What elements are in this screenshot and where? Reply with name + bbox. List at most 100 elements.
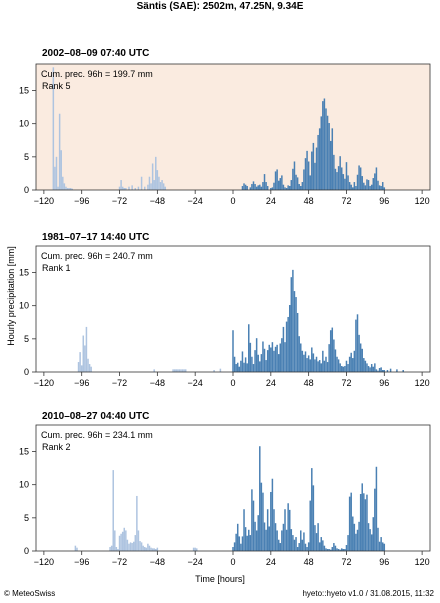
- panel-3-bar: [334, 545, 337, 551]
- panel-2-bar: [328, 344, 330, 372]
- panel-1-bar: [372, 178, 375, 190]
- panel-3-bar: [380, 537, 382, 551]
- panel-1-bar: [279, 178, 282, 190]
- panel-2-bar: [77, 362, 80, 372]
- panel-3-bar: [326, 549, 329, 551]
- panel-2-bar: [276, 344, 278, 372]
- panel-2-bar: [369, 367, 371, 372]
- panel-3-bar: [279, 543, 282, 551]
- panel-2-bar: [263, 348, 266, 372]
- panel-3-bar: [369, 529, 371, 551]
- panel-3-bar: [344, 549, 346, 551]
- panel-3-bar: [273, 509, 275, 551]
- panel-1-bar: [363, 182, 365, 190]
- panel-1-bar: [287, 185, 289, 190]
- panel-3-bar: [381, 542, 384, 551]
- y-axis-label: Hourly precipitation [mm]: [6, 246, 16, 346]
- panel-2-y-tick-label: 10: [19, 301, 29, 311]
- panel-2-bar: [181, 369, 184, 372]
- panel-1-bar: [71, 188, 73, 190]
- panel-2-bar: [367, 366, 370, 372]
- panel-3-bar: [196, 548, 198, 551]
- panel-2-bar: [311, 347, 313, 372]
- panel-1-bar: [131, 185, 133, 190]
- panel-3-bar: [282, 523, 285, 551]
- panel-3-bar: [255, 530, 258, 551]
- panel-1-bar: [374, 173, 376, 190]
- panel-2-bar: [248, 324, 250, 372]
- panel-3-bar: [117, 549, 119, 551]
- panel-2-bar: [153, 369, 155, 372]
- panel-1-bar: [288, 186, 291, 190]
- panel-2-x-tick-label: 120: [415, 378, 430, 388]
- panel-3-bar: [352, 516, 354, 551]
- panel-1-x-tick-label: −120: [34, 196, 54, 206]
- panel-1-bar: [364, 185, 367, 190]
- panel-3-bar: [377, 527, 379, 551]
- panel-3-bar: [372, 517, 375, 551]
- panel-1-bar: [282, 184, 285, 190]
- panel-3-bar: [241, 536, 244, 551]
- panel-1-bar: [312, 142, 315, 190]
- panel-1: −120 −96 −72 −48 −24 0 24 48 72 96 120 0 5 10 15 Cum. p…: [19, 63, 431, 206]
- panel-3-y-tick-label: 10: [19, 480, 29, 490]
- panel-2-bar: [396, 369, 398, 372]
- panel-2-bar: [359, 343, 362, 372]
- panel-1-bar: [274, 171, 277, 190]
- panel-3-bar: [285, 529, 288, 551]
- panel-2-bar: [184, 369, 187, 372]
- panel-2-bar: [262, 341, 264, 372]
- panel-1-bar: [284, 187, 286, 190]
- panel-3-bar: [309, 500, 311, 551]
- panel-2-bar: [277, 354, 280, 372]
- panel-1-x-tick-label: 48: [304, 196, 314, 206]
- panel-1-bar: [252, 181, 255, 190]
- panel-3-bar: [331, 547, 334, 551]
- panel-2-bar: [235, 364, 237, 372]
- panel-1-bar: [159, 182, 162, 190]
- version-footer: hyeto::hyeto v1.0 / 31.08.2015, 11:32: [302, 589, 434, 598]
- panel-3-bar: [74, 545, 77, 551]
- panel-3-bar: [300, 530, 302, 551]
- panel-1-bar: [314, 162, 316, 190]
- panel-3-bar: [284, 509, 286, 551]
- panel-2-bar: [85, 326, 88, 372]
- panel-1-bar: [370, 184, 373, 190]
- panel-1-bar: [66, 188, 69, 190]
- panel-1-bar: [68, 188, 70, 190]
- panel-2-bar: [249, 342, 252, 372]
- panel-2-bar: [88, 364, 91, 372]
- panel-2-bar: [219, 368, 222, 372]
- panel-3-bar: [306, 547, 308, 551]
- panel-3-bar: [147, 543, 149, 551]
- panel-3: −120 −96 −72 −48 −24 0 24 48 72 96 120 0 5 10 15 Cum. p…: [19, 424, 431, 567]
- panel-1-bar: [353, 182, 356, 190]
- panel-1-bar: [337, 166, 340, 190]
- panel-3-y-tick-label: 5: [24, 513, 29, 523]
- panel-3-bar: [126, 539, 129, 551]
- panel-2-bar: [293, 291, 296, 372]
- panel-3-bar: [151, 548, 154, 551]
- panel-1-bar: [315, 147, 318, 190]
- panel-1-bar: [381, 182, 384, 190]
- panel-2-bar: [380, 367, 382, 372]
- panel-3-bar: [336, 548, 338, 551]
- panel-2-x-tick-label: −48: [150, 378, 165, 388]
- panel-2-bar: [329, 330, 332, 372]
- panel-2-bar: [79, 352, 81, 372]
- panel-2-bar: [255, 338, 258, 372]
- panel-2-bar: [84, 345, 86, 372]
- x-axis-label: Time [hours]: [195, 574, 245, 584]
- panel-2-bar: [265, 360, 267, 372]
- panel-2-bar: [304, 351, 307, 372]
- panel-3-bar: [341, 548, 343, 551]
- panel-3-bar: [137, 530, 140, 551]
- panel-1-bar: [366, 179, 368, 190]
- panel-1-bar: [328, 123, 330, 190]
- panel-2-x-tick-label: 96: [379, 378, 389, 388]
- panel-2-bar: [339, 363, 341, 372]
- panel-3-bar: [252, 500, 255, 551]
- panel-1-bar: [121, 186, 124, 190]
- panel-2-y-tick-label: 15: [19, 268, 29, 278]
